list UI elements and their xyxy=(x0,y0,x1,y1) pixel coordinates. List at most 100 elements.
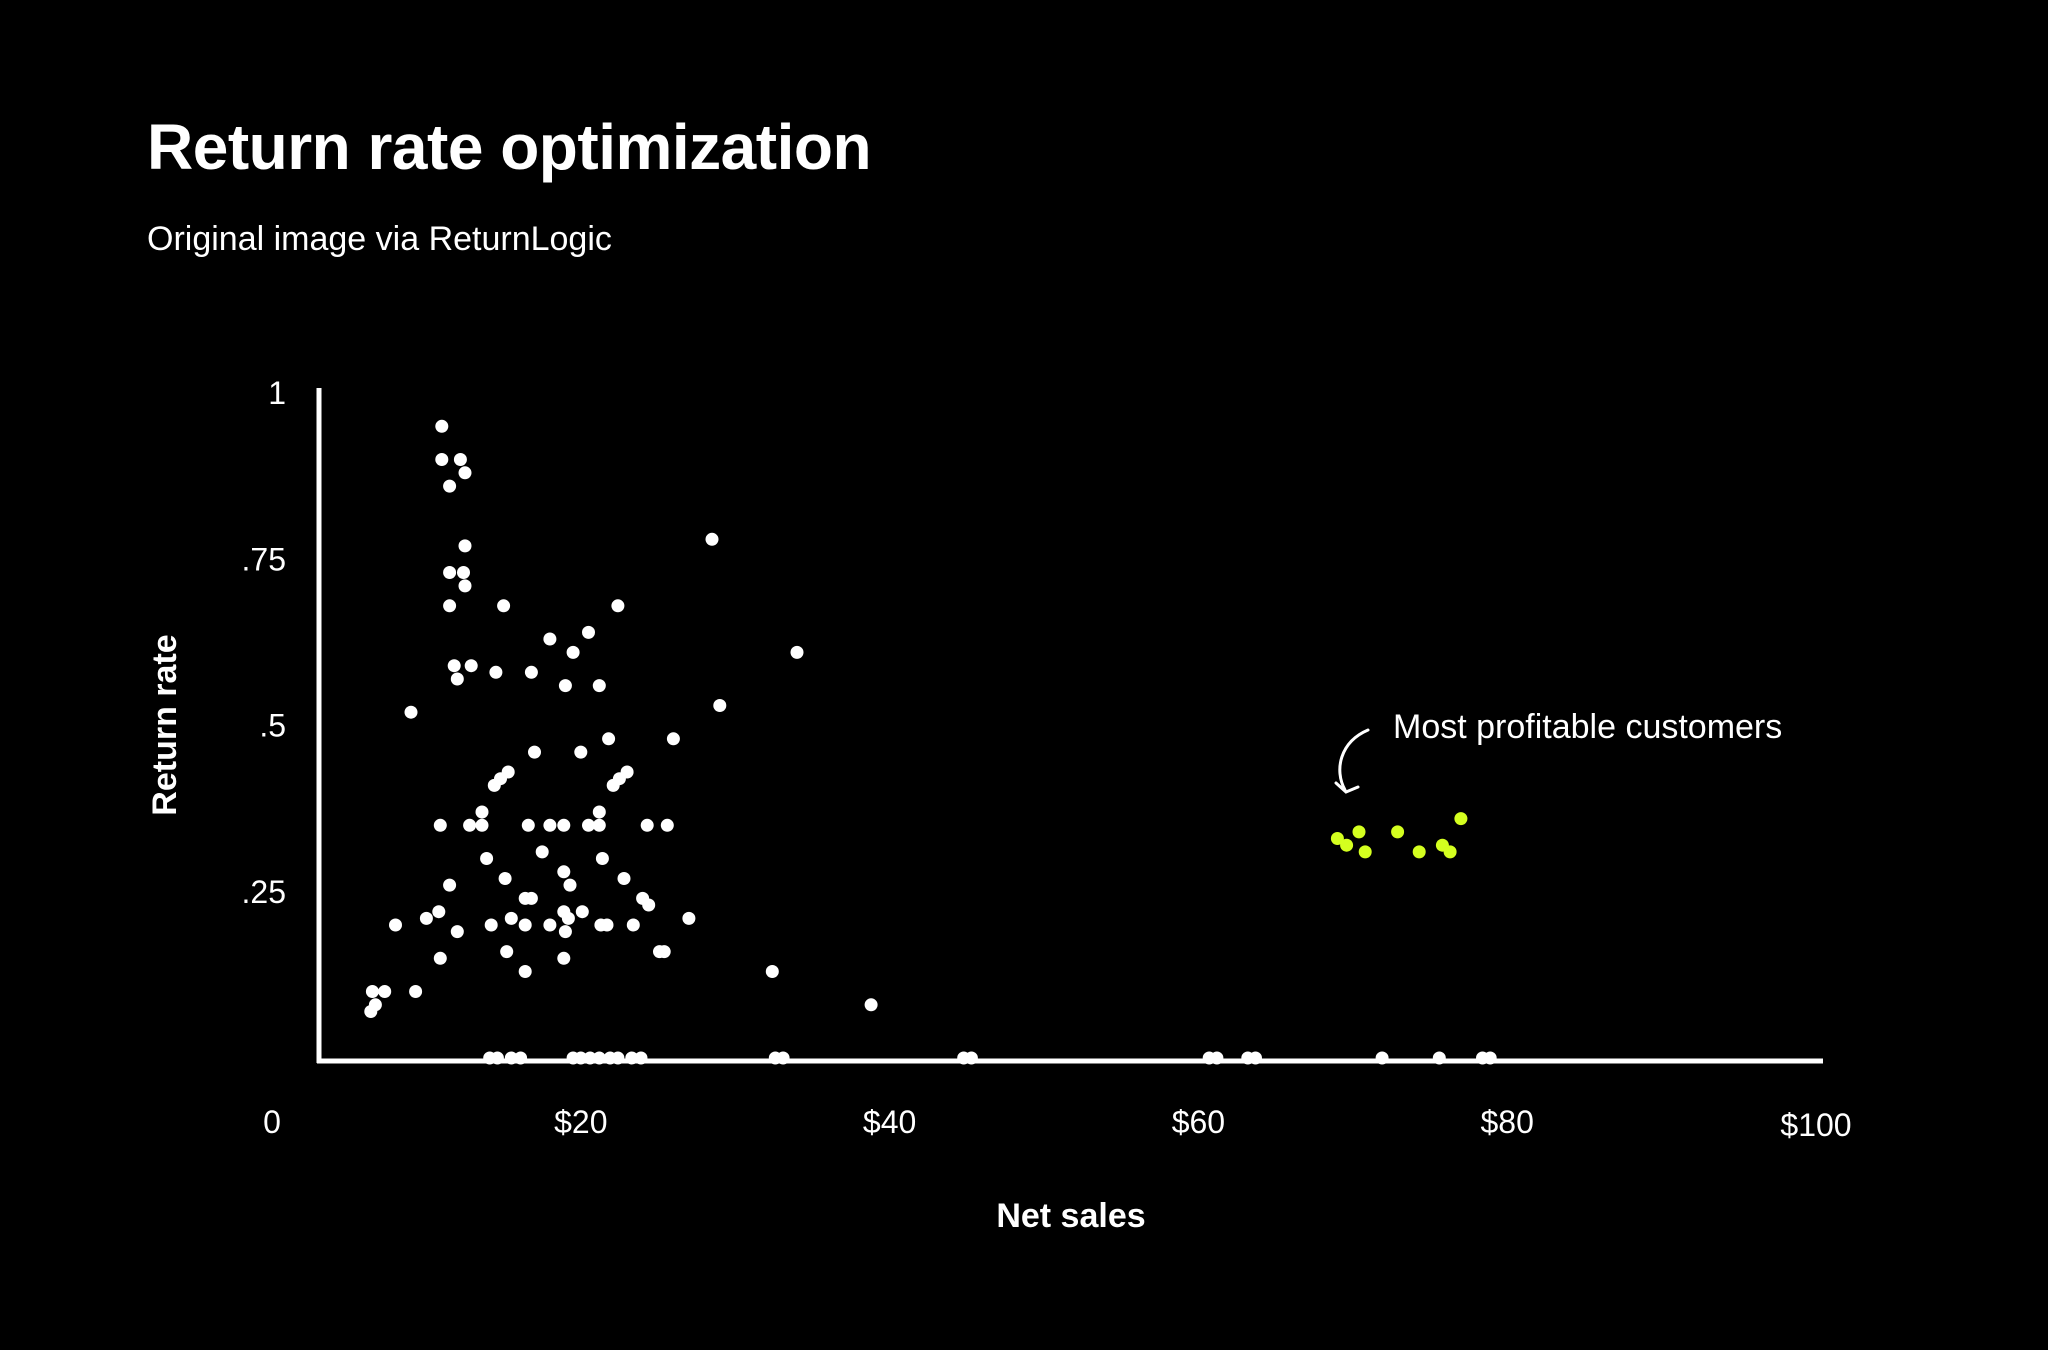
data-point xyxy=(443,878,457,892)
data-point xyxy=(518,965,532,978)
data-point xyxy=(500,945,514,959)
data-point xyxy=(765,965,779,978)
data-point xyxy=(365,985,379,998)
data-point xyxy=(582,818,595,832)
data-point xyxy=(480,852,494,865)
data-point xyxy=(463,818,477,832)
x-tick-label: $40 xyxy=(863,1104,916,1140)
data-point xyxy=(433,951,447,965)
data-point xyxy=(419,911,433,925)
annotation-most-profitable: Most profitable customers xyxy=(1393,708,1782,746)
data-point xyxy=(557,951,571,965)
highlight-point xyxy=(1391,825,1405,839)
y-tick-labels: .25 .5 .75 1 xyxy=(242,375,286,910)
data-point xyxy=(557,818,571,832)
data-point xyxy=(378,985,392,998)
highlight-point xyxy=(1454,812,1468,826)
data-point xyxy=(657,945,671,959)
data-point xyxy=(433,818,447,832)
y-tick-label: .75 xyxy=(242,541,286,577)
data-point xyxy=(575,905,589,919)
data-point xyxy=(582,625,595,639)
data-point xyxy=(713,699,727,712)
data-point xyxy=(409,985,423,998)
data-point xyxy=(543,632,557,646)
chart-subtitle: Original image via ReturnLogic xyxy=(147,220,612,258)
data-point xyxy=(592,818,606,832)
highlight-point xyxy=(1330,832,1344,845)
highlight-point xyxy=(1340,838,1354,852)
data-point xyxy=(484,918,498,932)
data-point xyxy=(443,479,457,493)
data-point xyxy=(432,905,446,919)
data-point xyxy=(592,805,606,819)
data-point xyxy=(458,579,472,593)
data-point xyxy=(660,818,674,832)
data-point xyxy=(518,918,532,932)
x-tick-label: 0 xyxy=(263,1104,281,1140)
data-point xyxy=(458,539,472,553)
y-tick-label: .5 xyxy=(259,708,286,744)
data-point xyxy=(458,466,472,480)
data-point xyxy=(447,659,461,673)
data-point xyxy=(435,419,449,433)
data-point xyxy=(498,872,512,885)
data-point xyxy=(642,898,656,912)
data-point xyxy=(790,645,804,659)
data-point xyxy=(475,805,489,819)
data-point xyxy=(595,852,609,865)
y-axis-title: Return rate xyxy=(146,634,184,815)
data-point xyxy=(611,599,625,613)
data-point xyxy=(528,745,541,759)
data-point xyxy=(574,745,588,759)
x-tick-label: $80 xyxy=(1481,1104,1534,1140)
data-point xyxy=(606,778,620,792)
data-point xyxy=(457,566,470,579)
data-point xyxy=(524,891,538,905)
data-point xyxy=(521,818,535,832)
data-point xyxy=(450,672,464,686)
data-point xyxy=(600,918,614,932)
data-point xyxy=(592,679,606,693)
data-point xyxy=(705,532,719,546)
data-point xyxy=(364,1005,378,1018)
highlight-point xyxy=(1352,825,1366,839)
data-point xyxy=(389,918,402,932)
data-point xyxy=(557,865,571,879)
data-point xyxy=(450,925,464,939)
data-point xyxy=(443,599,457,613)
data-point xyxy=(558,679,572,693)
x-tick-label: $100 xyxy=(1780,1107,1851,1143)
data-point xyxy=(602,732,616,746)
data-point xyxy=(487,778,501,792)
data-point xyxy=(617,872,631,885)
data-point xyxy=(404,705,418,719)
data-point xyxy=(563,878,577,892)
curved-arrow-icon xyxy=(1334,728,1370,794)
x-tick-label: $60 xyxy=(1172,1104,1225,1140)
data-point xyxy=(497,599,511,613)
data-point xyxy=(682,911,696,925)
data-point xyxy=(504,911,518,925)
data-point xyxy=(443,566,457,579)
points-layer xyxy=(364,419,1497,1065)
x-tick-label: $20 xyxy=(554,1104,607,1140)
chart-title: Return rate optimization xyxy=(147,111,872,183)
data-point xyxy=(524,665,538,679)
data-point xyxy=(558,925,572,939)
x-tick-labels: 0 $20 $40 $60 $80 $100 xyxy=(263,1104,1851,1143)
y-tick-label: .25 xyxy=(242,874,286,910)
data-point xyxy=(453,453,467,466)
data-point xyxy=(566,645,580,659)
data-point xyxy=(626,918,640,932)
data-point xyxy=(435,453,449,466)
data-point xyxy=(489,665,503,679)
highlight-point xyxy=(1412,845,1426,859)
highlight-point xyxy=(1443,845,1457,859)
data-point xyxy=(464,659,478,673)
data-point xyxy=(535,845,549,859)
data-point xyxy=(640,818,654,832)
x-axis-title: Net sales xyxy=(996,1197,1145,1235)
data-point xyxy=(475,818,489,832)
